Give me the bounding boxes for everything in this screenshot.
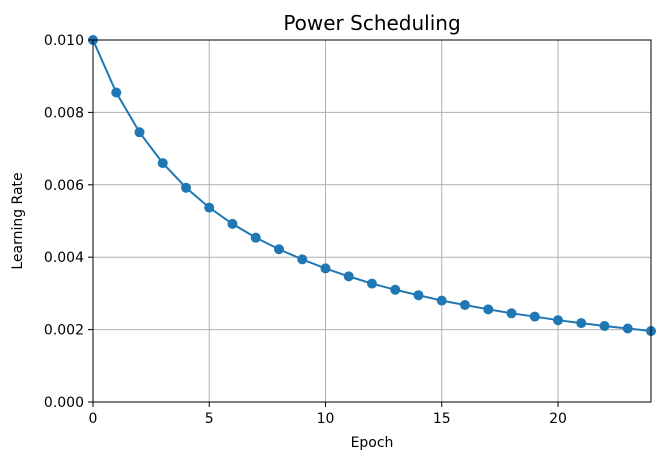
data-point [111,87,122,98]
y-tick-label: 0.006 [44,178,84,194]
data-point [576,318,587,329]
y-axis: 0.000 0.002 0.004 0.006 0.008 0.010 [44,33,93,411]
data-point [367,278,377,289]
data-point [460,299,470,310]
data-point [599,320,610,331]
data-point [506,308,517,319]
x-tick-label: 10 [317,411,335,427]
data-point [343,271,354,282]
y-tick-label: 0.004 [44,250,84,266]
data-point [134,127,145,138]
x-axis-label: Epoch [351,435,394,451]
x-tick-label: 0 [89,411,98,427]
data-point [483,304,494,315]
data-point [250,232,261,243]
data-point [436,295,447,306]
data-point [204,202,215,213]
data-point [274,244,284,255]
y-tick-label: 0.008 [44,105,84,121]
chart-title: Power Scheduling [283,11,460,35]
data-point [297,254,308,265]
y-tick-label: 0.000 [44,395,84,411]
y-axis-label: Learning Rate [10,172,26,269]
y-tick-label: 0.002 [44,323,84,339]
x-axis: 0 5 10 15 20 [89,402,567,427]
data-point [227,218,238,229]
data-point [529,311,540,322]
data-point [320,263,331,274]
data-point [553,315,563,326]
x-tick-label: 20 [549,411,567,427]
data-point [157,158,168,169]
data-point [181,182,191,193]
x-tick-label: 5 [205,411,214,427]
plot-frame [92,39,652,403]
y-tick-label: 0.010 [44,33,84,49]
data-point [622,323,633,334]
data-point [413,290,424,301]
data-point [390,284,401,295]
series-layer [88,35,656,337]
x-tick-label: 15 [433,411,451,427]
